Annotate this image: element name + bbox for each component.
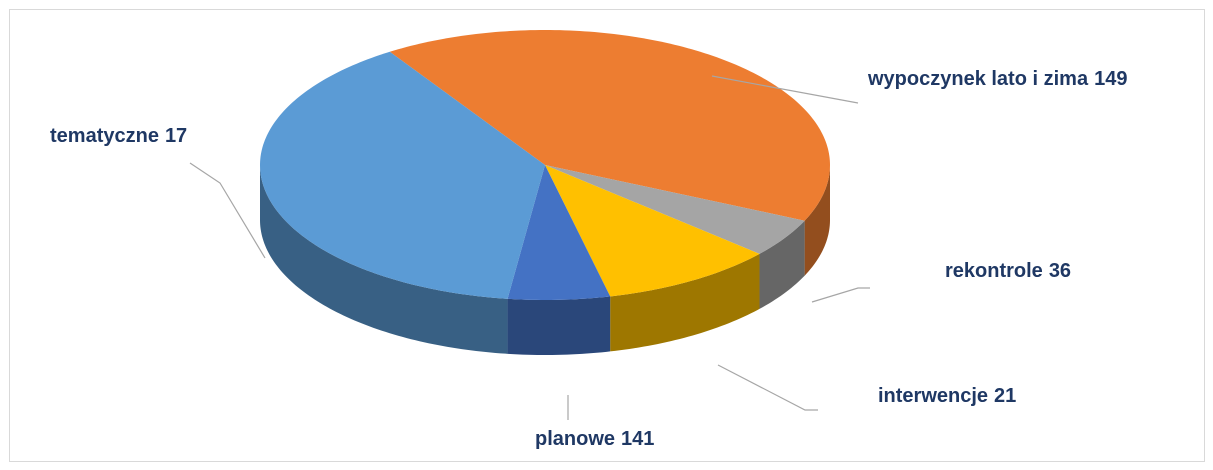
data-label: interwencje 21 (878, 385, 1016, 407)
label-value: 36 (1049, 260, 1071, 282)
leader-line (717, 364, 818, 411)
label-value: 141 (621, 428, 654, 450)
pie-slice (260, 51, 545, 299)
pie-slice (507, 165, 611, 300)
label-category: wypoczynek lato i zima (867, 68, 1089, 90)
label-value: 17 (165, 125, 187, 147)
leader-line (811, 287, 870, 303)
pie-sides (260, 165, 830, 355)
data-labels: wypoczynek lato i zima 149 tematyczne 17 rek… (50, 68, 1127, 450)
label-value: 21 (994, 385, 1016, 407)
pie-side (759, 220, 805, 309)
pie-tops (260, 30, 830, 300)
pie-side (260, 165, 508, 354)
data-label: wypoczynek lato i zima 149 (867, 68, 1127, 90)
leader-line (711, 75, 859, 104)
label-category: rekontrole (945, 260, 1043, 282)
leader-line (189, 162, 266, 259)
data-label: rekontrole 36 (945, 260, 1071, 282)
label-category: interwencje (878, 385, 988, 407)
label-category: planowe (535, 428, 615, 450)
label-value: 149 (1094, 68, 1127, 90)
pie-side (610, 253, 760, 352)
data-label: tematyczne 17 (50, 125, 187, 147)
pie-side (804, 165, 830, 276)
pie-slice (545, 165, 760, 297)
pie-side (507, 296, 611, 355)
data-label: planowe 141 (535, 428, 654, 450)
pie-slice (545, 165, 805, 254)
label-category: tematyczne (50, 125, 159, 147)
